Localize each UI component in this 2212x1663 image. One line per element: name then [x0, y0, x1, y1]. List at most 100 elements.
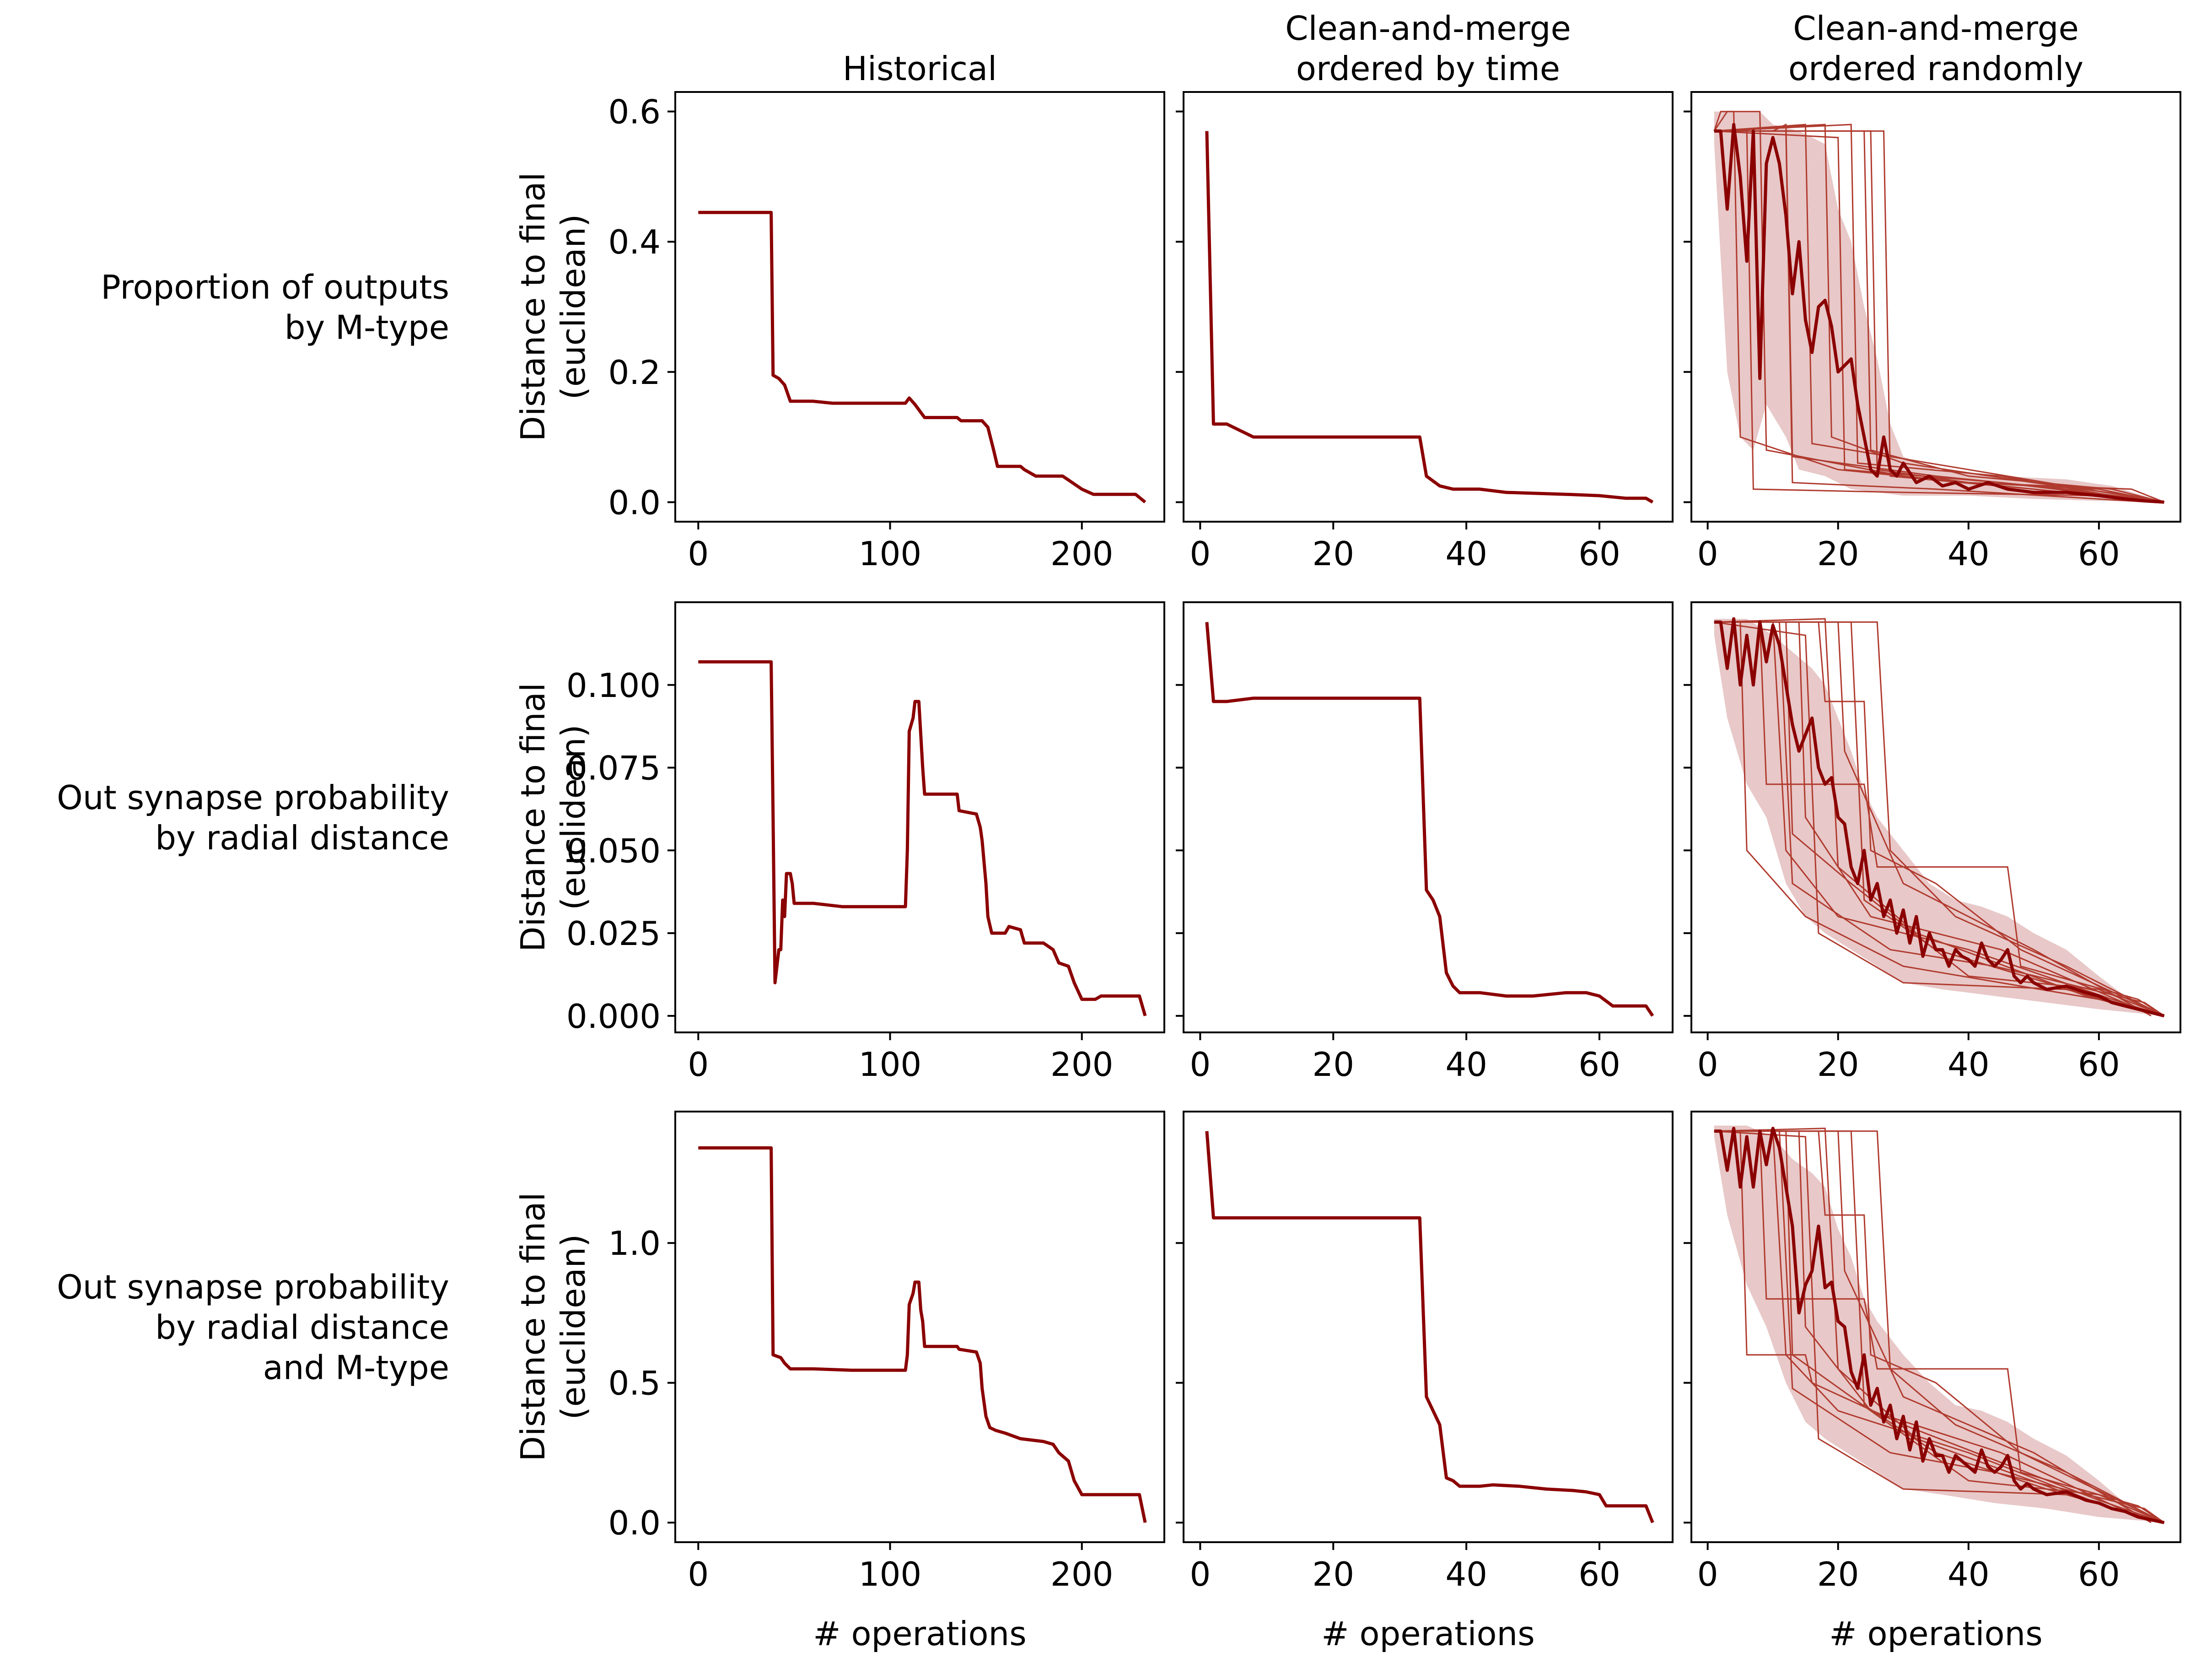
row-label-line: by radial distance: [155, 819, 449, 857]
y-tick-label: 0.000: [566, 997, 661, 1036]
x-tick-label: 40: [1445, 1045, 1487, 1084]
x-tick-label: 20: [1312, 1045, 1354, 1084]
y-tick-label: 1.0: [608, 1224, 661, 1263]
trial-line: [1714, 618, 2164, 1017]
plot-area: [698, 1146, 1147, 1523]
series-line: [698, 1146, 1147, 1523]
y-tick-label: 0.075: [566, 749, 661, 788]
y-tick-label: 0.6: [608, 93, 661, 131]
column-title: Clean-and-merge ordered randomly: [1788, 9, 2083, 88]
column-title-line: Historical: [843, 49, 997, 88]
y-axis-label-line: Distance to final: [514, 173, 552, 442]
panel: 0 100 200 0.0 0.2 0.4 0.6 Distance to final(euc…: [514, 91, 1165, 573]
row-label-line: by radial distance: [155, 1308, 449, 1347]
y-tick-label: 0.100: [566, 666, 661, 705]
series-line: [1205, 131, 1654, 504]
series-line: [1205, 1131, 1654, 1523]
x-tick-label: 20: [1817, 535, 1859, 573]
x-tick-label: 40: [1948, 535, 1990, 573]
x-tick-label: 0: [1189, 535, 1211, 573]
series-line: [1714, 1127, 2165, 1524]
y-tick-label: 0.2: [608, 353, 661, 392]
axes-frame: [1690, 601, 2181, 1033]
x-tick-label: 20: [1312, 535, 1354, 573]
x-axis-label: # operations: [813, 1614, 1026, 1653]
series-line: [698, 211, 1146, 504]
row-label-line: Proportion of outputs: [101, 268, 449, 307]
row-labels: Proportion of outputs by M-type Out synaps…: [57, 268, 449, 1387]
x-tick-label: 60: [2078, 1555, 2120, 1593]
axes-frame: [1183, 601, 1674, 1033]
trial-line: [1714, 1130, 2165, 1523]
plot-area: [1205, 131, 1654, 504]
panel: 0 20 40 60: [1684, 601, 2181, 1084]
axes-frame: [674, 91, 1165, 523]
column-title-line: ordered randomly: [1788, 49, 2083, 88]
plot-area: [1714, 1125, 2165, 1524]
y-axis-label: Distance to final(euclidean): [514, 683, 592, 952]
x-tick-label: 100: [859, 1555, 921, 1593]
y-tick-label: 0.050: [566, 832, 661, 870]
confidence-band: [1714, 619, 2164, 1016]
x-tick-label: 100: [859, 535, 921, 573]
series-line: [1205, 622, 1654, 1017]
column-titles: Historical Clean-and-merge ordered by time…: [843, 9, 2083, 88]
trial-line: [1714, 621, 2164, 1017]
x-tick-label: 0: [688, 1555, 709, 1593]
x-tick-label: 200: [1050, 1555, 1113, 1593]
x-tick-label: 0: [1697, 1555, 1718, 1593]
x-tick-label: 100: [859, 1045, 921, 1084]
row-label: Out synapse probability by radial distanc…: [57, 778, 449, 857]
x-axis-label: # operations: [1321, 1614, 1534, 1653]
trial-line: [1714, 130, 2164, 503]
row-label: Out synapse probability by radial distanc…: [57, 1268, 449, 1387]
panel: 0 20 40 60: [1176, 91, 1674, 573]
panel: 0 20 40 60 # operations: [1176, 1111, 1674, 1653]
panel: 0 20 40 60 # operations: [1684, 1111, 2181, 1653]
panel: 0 100 200 0.0 0.5 1.0 Distance to final(euclid…: [514, 1111, 1165, 1653]
x-tick-label: 40: [1948, 1045, 1990, 1084]
y-axis-label: Distance to final(euclidean): [514, 173, 592, 442]
panel: 0 20 40 60: [1684, 91, 2181, 573]
x-tick-label: 60: [1578, 535, 1620, 573]
y-axis-label-line: (euclidean): [554, 1234, 592, 1420]
trial-line: [1714, 621, 2165, 1017]
panel: 0 20 40 60: [1176, 601, 1674, 1084]
x-tick-label: 20: [1312, 1555, 1354, 1593]
x-tick-label: 60: [1578, 1555, 1620, 1593]
panel: 0 100 2000.0000.0250.0500.0750.100Distance…: [514, 601, 1165, 1084]
x-tick-label: 20: [1817, 1555, 1859, 1593]
plot-area: [1205, 622, 1654, 1017]
y-axis-label-line: (euclidean): [554, 724, 592, 910]
column-title: Historical: [843, 49, 997, 88]
column-title-line: ordered by time: [1296, 49, 1560, 88]
trial-line: [1714, 621, 2165, 1017]
y-tick-label: 0.025: [566, 914, 661, 953]
series-line: [1714, 123, 2164, 504]
y-tick-label: 0.0: [608, 1504, 661, 1542]
confidence-band: [1714, 1125, 2164, 1523]
y-axis-label: Distance to final(euclidean): [514, 1193, 592, 1462]
series-line: [1714, 617, 2165, 1018]
x-tick-label: 60: [2078, 535, 2120, 573]
x-tick-label: 40: [1445, 1555, 1487, 1593]
x-tick-label: 0: [1697, 1045, 1718, 1084]
x-tick-label: 0: [1189, 1555, 1211, 1593]
column-title-line: Clean-and-merge: [1793, 9, 2079, 48]
plot-area: [698, 211, 1146, 504]
x-tick-label: 0: [1697, 535, 1718, 573]
y-axis-label-line: Distance to final: [514, 1193, 552, 1462]
plot-area: [1714, 617, 2165, 1018]
row-label-line: Out synapse probability: [57, 1268, 449, 1307]
x-tick-label: 0: [688, 535, 709, 573]
axes-frame: [1690, 91, 2181, 523]
x-tick-label: 0: [1189, 1045, 1211, 1084]
y-tick-label: 0.5: [608, 1364, 661, 1403]
plot-area: [698, 660, 1147, 1016]
y-tick-label: 0.0: [608, 483, 661, 522]
x-tick-label: 0: [688, 1045, 709, 1084]
axes-frame: [1690, 1111, 2181, 1543]
trial-line: [1714, 130, 2164, 503]
